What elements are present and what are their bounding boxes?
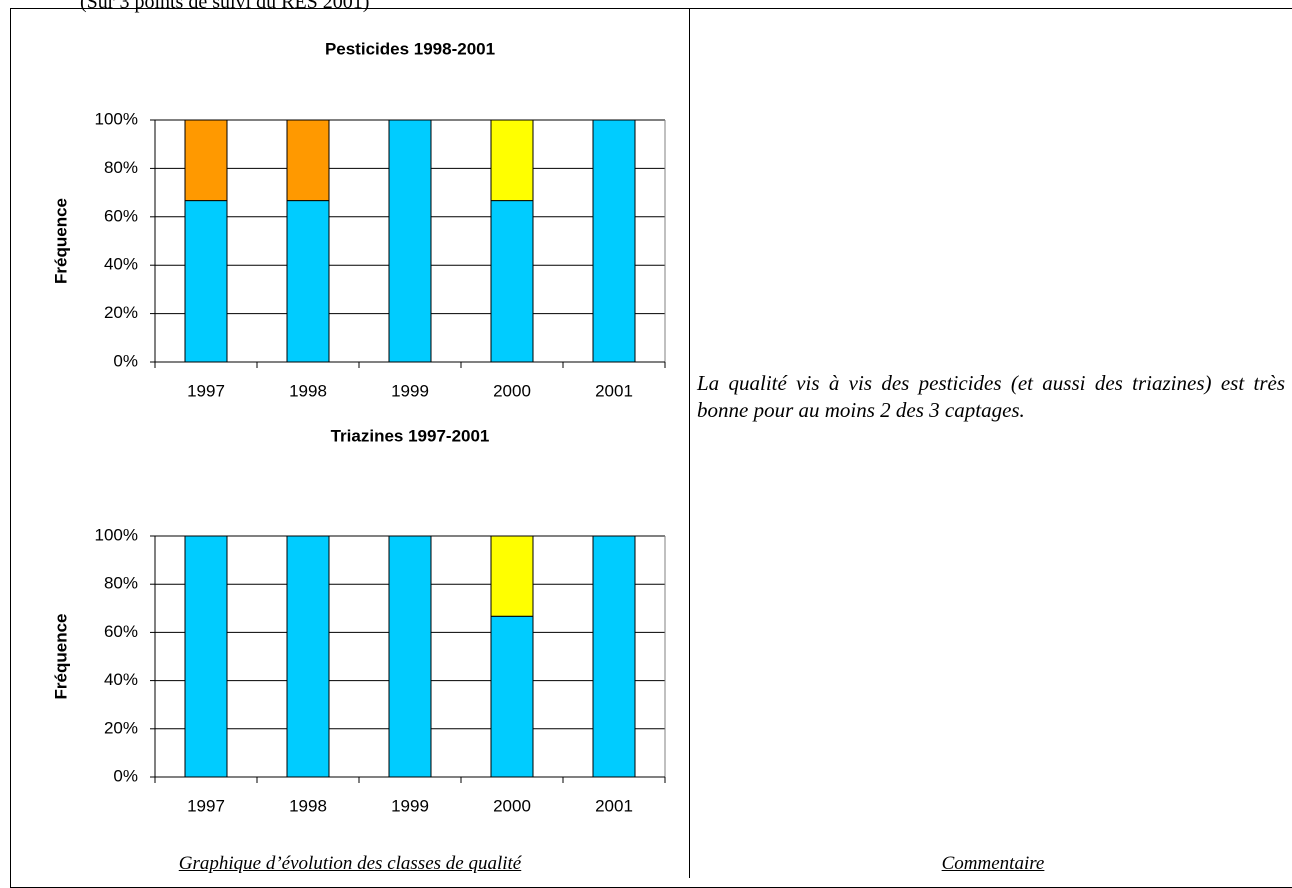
x-tick-label: 1997: [187, 381, 225, 400]
bar-segment: [388, 119, 432, 363]
bar-segment: [490, 535, 534, 617]
x-tick-label: 1999: [391, 796, 429, 815]
comment-text: La qualité vis à vis des pesticides (et …: [697, 371, 1285, 422]
y-tick-label: 0%: [113, 351, 138, 370]
y-axis-label: Fréquence: [51, 614, 70, 700]
bar-segment: [490, 615, 534, 778]
y-tick-label: 80%: [104, 574, 138, 593]
y-tick-label: 20%: [104, 303, 138, 322]
x-tick-label: 1997: [187, 796, 225, 815]
left-caption: Graphique d’évolution des classes de qua…: [178, 853, 522, 874]
header-note: (Sur 3 points de suivi du RES 2001): [80, 0, 370, 13]
x-tick-label: 1999: [391, 381, 429, 400]
y-tick-label: 60%: [104, 622, 138, 641]
x-tick-label: 1998: [289, 381, 327, 400]
x-tick-label: 2000: [493, 381, 531, 400]
y-tick-label: 40%: [104, 670, 138, 689]
bar-segment: [490, 200, 534, 363]
x-tick-label: 2000: [493, 796, 531, 815]
bar-segment: [286, 119, 330, 202]
y-tick-label: 100%: [95, 525, 138, 544]
bar-segment: [286, 535, 330, 778]
chart-title: Pesticides 1998-2001: [325, 39, 495, 58]
bar-segment: [388, 535, 432, 778]
bar-segment: [184, 119, 228, 202]
chart-title: Triazines 1997-2001: [331, 426, 490, 445]
bar-segment: [184, 535, 228, 778]
y-tick-label: 40%: [104, 255, 138, 274]
y-tick-label: 0%: [113, 766, 138, 785]
bar-segment: [184, 200, 228, 363]
y-tick-label: 60%: [104, 206, 138, 225]
bar-segment: [592, 119, 636, 363]
x-tick-label: 1998: [289, 796, 327, 815]
bar-segment: [490, 119, 534, 202]
y-tick-label: 100%: [95, 109, 138, 128]
y-tick-label: 80%: [104, 158, 138, 177]
column-divider: [689, 8, 690, 878]
bar-segment: [286, 200, 330, 363]
right-caption: Commentaire: [941, 853, 1045, 874]
bar-segment: [592, 535, 636, 778]
x-tick-label: 2001: [595, 796, 633, 815]
y-tick-label: 20%: [104, 718, 138, 737]
x-tick-label: 2001: [595, 381, 633, 400]
charts: Pesticides 1998-2001 Fréquence 0% 20% 40% 60%…: [51, 39, 666, 815]
y-axis-label: Fréquence: [51, 198, 70, 284]
